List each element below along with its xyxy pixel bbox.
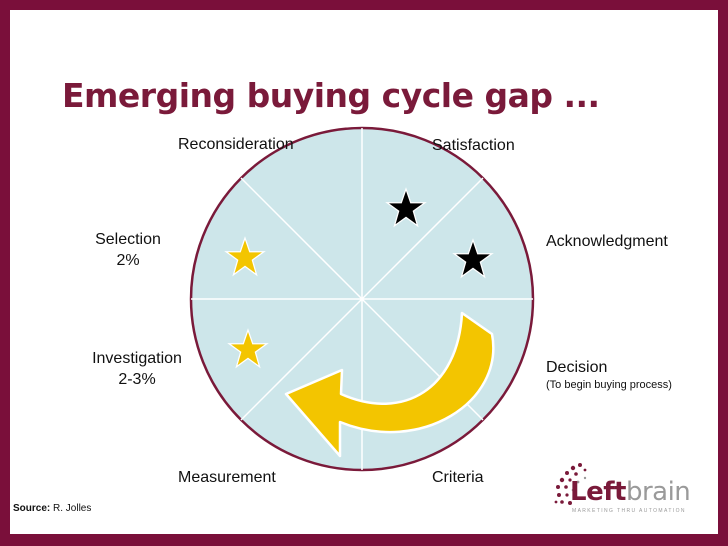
star-black-icon [452,238,494,279]
stage-satisfaction: Satisfaction [432,137,515,154]
stage-investigation-group: Investigation 2-3% [80,350,194,389]
stage-criteria: Criteria [432,469,484,486]
curved-arrow-icon [284,311,495,458]
stage-decision-group: Decision (To begin buying process) [546,359,672,391]
slide-canvas: Emerging buying cycle gap ... [10,10,718,534]
stage-decision: Decision [546,359,608,376]
stage-investigation: Investigation [92,350,182,367]
stage-reconsideration: Reconsideration [178,136,294,153]
stage-measurement: Measurement [178,469,276,486]
leftbrain-logo: Leftbrain [570,477,691,507]
source-value: R. Jolles [53,503,92,514]
cycle-diagram [189,126,587,505]
stage-investigation-value: 2-3% [118,371,156,388]
leftbrain-logo-mark-gray [571,476,587,492]
logo-left: Left [570,477,626,507]
star-black-icon [385,187,427,228]
star-gold-icon [224,236,266,277]
logo-tagline: MARKETING THRU AUTOMATION [572,508,686,514]
stage-selection-group: Selection 2% [86,231,170,270]
source-label: Source: [13,503,51,514]
logo-right: brain [625,477,691,507]
source-credit: Source: R. Jolles [13,503,91,514]
stage-selection-value: 2% [116,252,140,269]
leftbrain-logo-mark [554,463,587,505]
stage-decision-note: (To begin buying process) [546,379,672,391]
star-gold-icon [227,328,269,369]
stage-acknowledgment: Acknowledgment [546,233,668,250]
slide-title: Emerging buying cycle gap ... [62,76,600,115]
stage-selection: Selection [95,231,161,248]
